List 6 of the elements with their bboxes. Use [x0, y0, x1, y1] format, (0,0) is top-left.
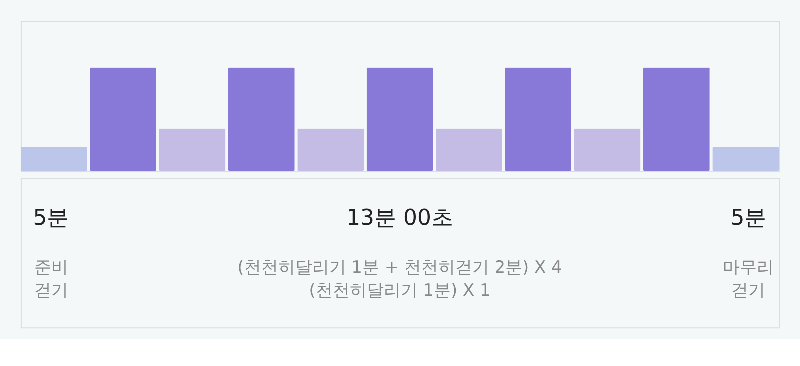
text: (천천히달리기 1분 + 천천히걷기 2분) X 4 (천천히달리기 1분) X 1 [238, 257, 562, 300]
text: 준비 걷기 [34, 257, 68, 300]
text: 5분 [33, 206, 70, 231]
text: 마무리 걷기 [723, 257, 774, 300]
text: 5분 [730, 206, 767, 231]
text: 13분 00초 [346, 206, 454, 231]
